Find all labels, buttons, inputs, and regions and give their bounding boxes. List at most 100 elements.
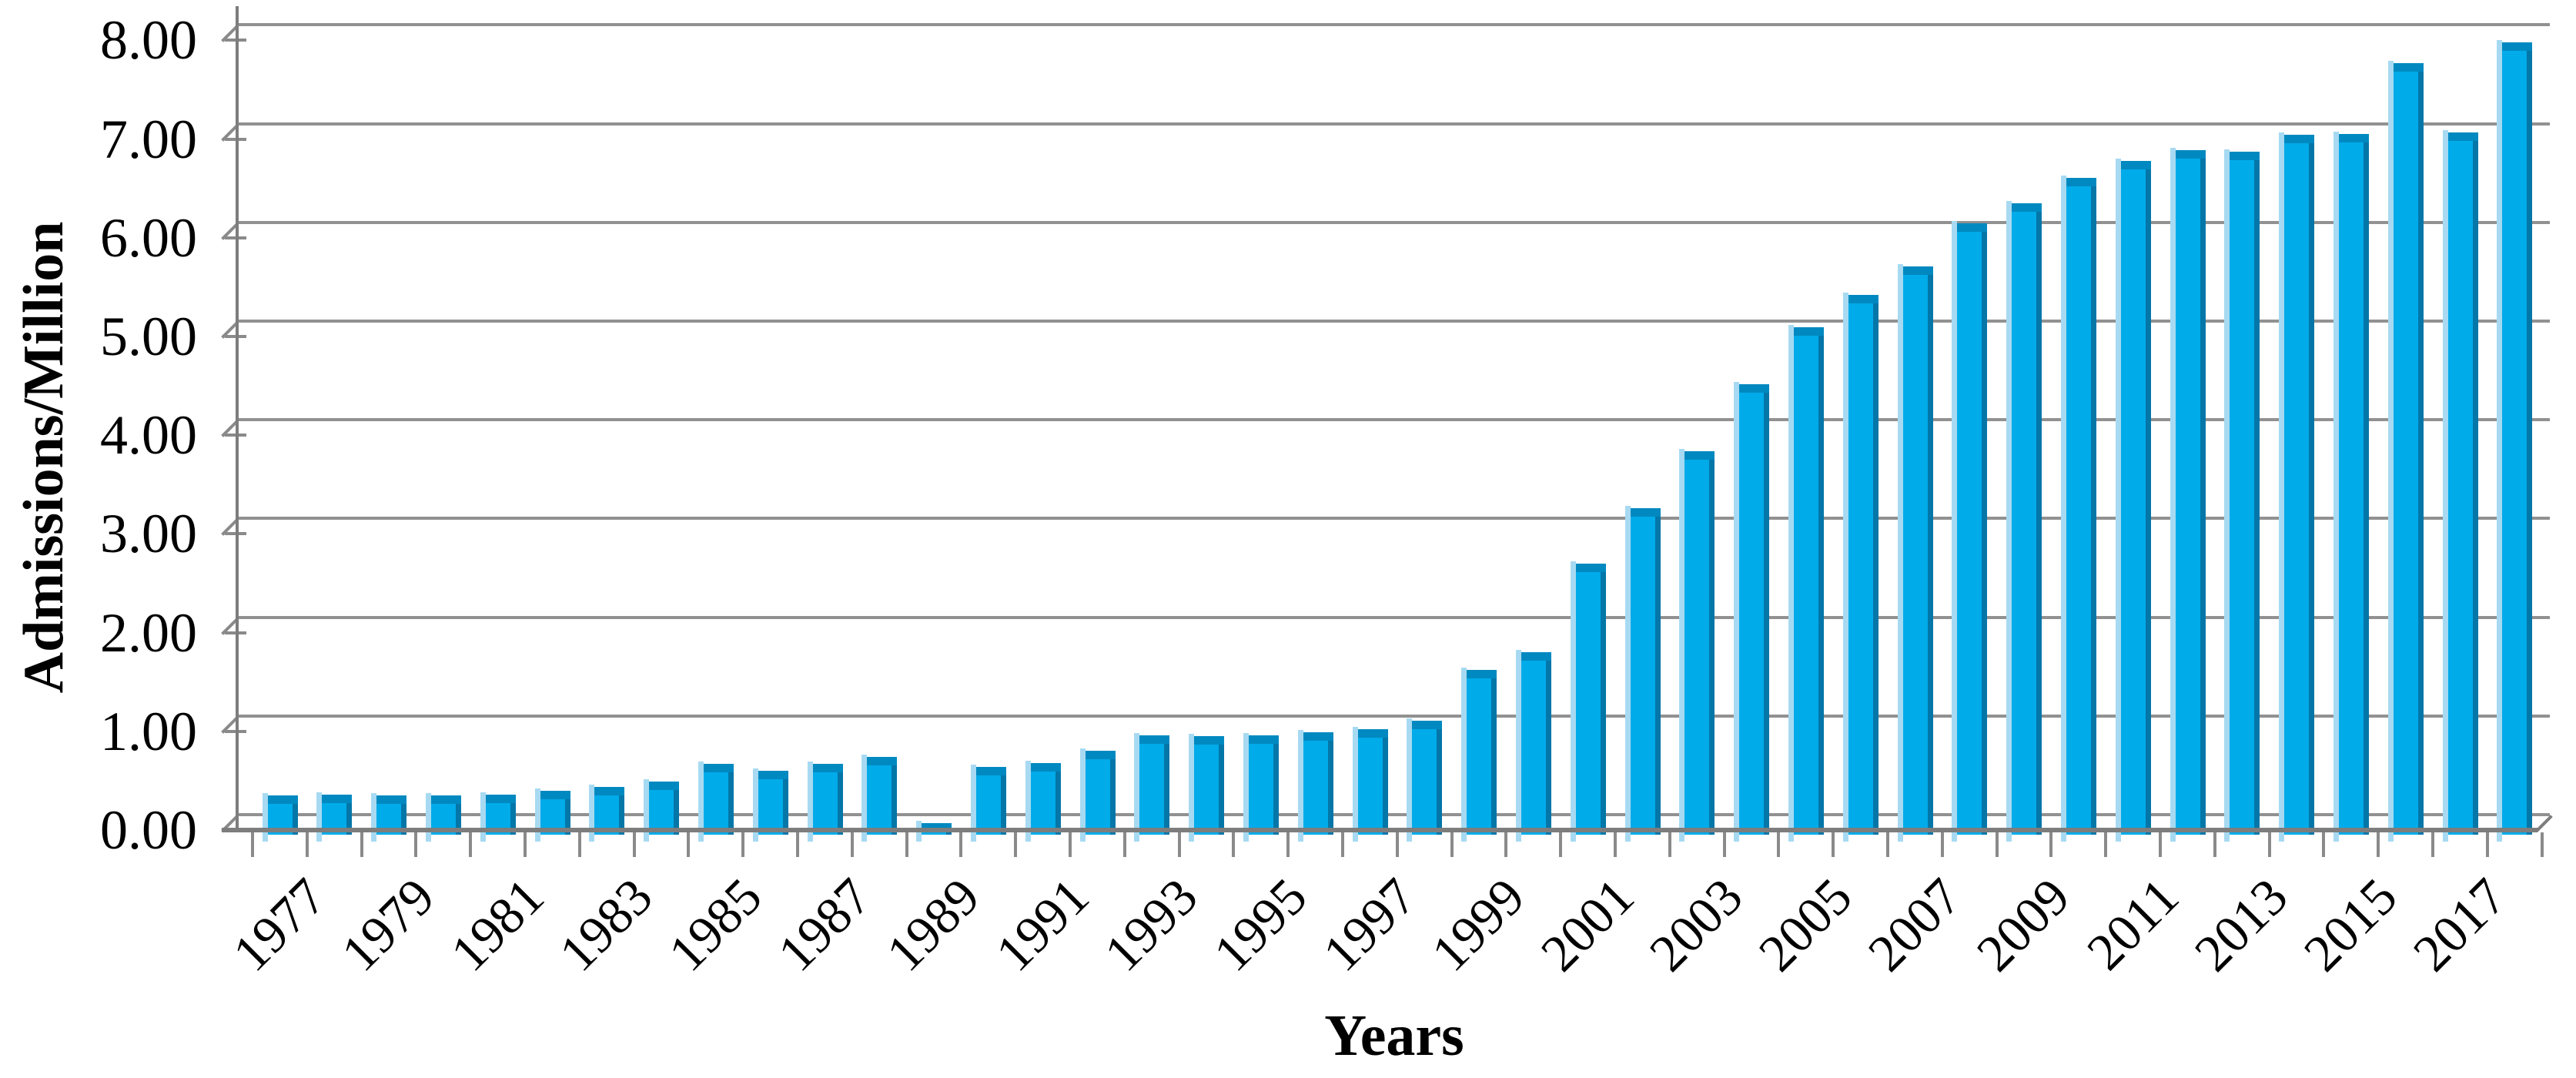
bar-face-2010 bbox=[2066, 178, 2091, 835]
bar-face-2008 bbox=[1957, 223, 1982, 835]
x-tick-label-2005: 2005 bbox=[1747, 866, 1863, 983]
bar-1985 bbox=[698, 762, 734, 842]
bar-glow-1977 bbox=[262, 793, 268, 842]
x-tick-24 bbox=[1559, 832, 1563, 857]
bar-2008 bbox=[1952, 221, 1988, 842]
bar-edge-1988 bbox=[892, 757, 898, 835]
bar-glow-2006 bbox=[1842, 293, 1848, 842]
bar-glow-1993 bbox=[1134, 733, 1140, 842]
x-tick-36 bbox=[2213, 832, 2216, 857]
x-tick-4 bbox=[469, 832, 473, 857]
bar-face-1986 bbox=[758, 771, 783, 835]
bar-edge-1977 bbox=[292, 795, 298, 835]
x-tick-37 bbox=[2267, 832, 2271, 857]
bar-edge-2017 bbox=[2472, 132, 2478, 835]
x-tick-32 bbox=[1995, 832, 1999, 857]
bar-glow-1997 bbox=[1352, 727, 1358, 842]
x-tick-38 bbox=[2322, 832, 2326, 857]
bar-glow-1992 bbox=[1079, 748, 1086, 842]
bar-2006 bbox=[1842, 293, 1878, 842]
x-tick-21 bbox=[1395, 832, 1399, 857]
bar-glow-1983 bbox=[589, 785, 595, 842]
bar-glow-1979 bbox=[371, 793, 377, 842]
bar-cap-2006 bbox=[1848, 295, 1878, 303]
bar-edge-1979 bbox=[401, 795, 407, 835]
bar-edge-1987 bbox=[837, 764, 843, 835]
bar-glow-1998 bbox=[1407, 718, 1413, 842]
bar-cap-2018 bbox=[2502, 42, 2533, 51]
y-tick-label-8.00: 8.00 bbox=[100, 9, 197, 72]
bar-cap-2009 bbox=[2012, 203, 2042, 212]
bar-face-2011 bbox=[2120, 161, 2146, 835]
y-axis-title: Admissions/Million bbox=[12, 221, 75, 694]
x-tick-label-2013: 2013 bbox=[2183, 866, 2300, 983]
x-tick-label-1979: 1979 bbox=[330, 866, 446, 983]
bar-cap-1987 bbox=[812, 764, 843, 772]
bar-cap-2007 bbox=[1902, 266, 1933, 275]
bar-cap-1996 bbox=[1303, 732, 1333, 741]
bar-edge-2009 bbox=[2036, 203, 2042, 835]
bar-cap-1988 bbox=[867, 757, 898, 765]
bar-edge-2016 bbox=[2417, 63, 2424, 835]
x-tick-22 bbox=[1450, 832, 1454, 857]
bar-1995 bbox=[1243, 733, 1279, 842]
bar-face-1993 bbox=[1139, 735, 1165, 835]
x-tick-15 bbox=[1069, 832, 1072, 857]
bar-cap-2013 bbox=[2230, 152, 2260, 160]
bar-1993 bbox=[1134, 733, 1170, 842]
bar-face-2003 bbox=[1684, 451, 1710, 835]
bar-cap-1999 bbox=[1467, 670, 1497, 678]
bar-edge-2011 bbox=[2145, 161, 2151, 835]
bar-face-1988 bbox=[867, 757, 892, 835]
bar-cap-1997 bbox=[1357, 729, 1388, 738]
x-tick-10 bbox=[796, 832, 799, 857]
bar-glow-1995 bbox=[1243, 733, 1249, 842]
bar-glow-1984 bbox=[644, 779, 650, 842]
bar-2013 bbox=[2224, 149, 2260, 842]
bar-edge-2010 bbox=[2091, 178, 2096, 835]
bar-edge-1982 bbox=[564, 791, 570, 835]
bar-edge-1990 bbox=[1001, 767, 1006, 835]
bar-edge-2014 bbox=[2309, 135, 2315, 835]
gridline-1.00 bbox=[239, 714, 2550, 718]
bar-cap-1984 bbox=[649, 782, 680, 790]
x-tick-13 bbox=[959, 832, 963, 857]
bar-1986 bbox=[752, 768, 788, 842]
bar-glow-2018 bbox=[2497, 40, 2503, 842]
bar-glow-2005 bbox=[1788, 325, 1794, 842]
bar-2014 bbox=[2279, 132, 2315, 842]
bar-2002 bbox=[1624, 506, 1661, 842]
x-tick-30 bbox=[1886, 832, 1889, 857]
bar-face-2007 bbox=[1902, 266, 1928, 835]
gridline-8.00 bbox=[239, 23, 2550, 27]
bar-face-2004 bbox=[1739, 384, 1765, 835]
x-tick-label-2017: 2017 bbox=[2401, 866, 2517, 983]
bar-cap-1979 bbox=[376, 795, 407, 804]
x-tick-19 bbox=[1286, 832, 1290, 857]
bar-edge-2001 bbox=[1600, 564, 1606, 835]
bar-cap-1995 bbox=[1249, 735, 1279, 744]
bar-glow-2002 bbox=[1624, 506, 1631, 842]
bar-edge-2015 bbox=[2364, 134, 2369, 835]
bar-glow-2014 bbox=[2279, 132, 2285, 842]
x-tick-20 bbox=[1341, 832, 1344, 857]
y-tick-label-0.00: 0.00 bbox=[100, 799, 197, 861]
bar-edge-2018 bbox=[2527, 42, 2533, 835]
gridline-7.00 bbox=[239, 122, 2550, 126]
x-tick-27 bbox=[1722, 832, 1726, 857]
bar-cap-2012 bbox=[2175, 150, 2206, 159]
bar-2018 bbox=[2497, 40, 2533, 842]
bar-cap-1985 bbox=[704, 764, 734, 772]
bar-edge-2003 bbox=[1709, 451, 1715, 835]
x-tick-12 bbox=[905, 832, 908, 857]
x-tick-14 bbox=[1014, 832, 1018, 857]
bar-1992 bbox=[1079, 748, 1116, 842]
bar-face-1994 bbox=[1194, 736, 1219, 835]
bar-edge-2004 bbox=[1764, 384, 1770, 835]
x-tick-17 bbox=[1177, 832, 1181, 857]
bar-cap-2010 bbox=[2066, 178, 2096, 186]
bar-face-2016 bbox=[2393, 63, 2418, 835]
bar-glow-1987 bbox=[807, 762, 813, 842]
bar-glow-1991 bbox=[1025, 761, 1031, 842]
bar-glow-1996 bbox=[1297, 730, 1303, 842]
